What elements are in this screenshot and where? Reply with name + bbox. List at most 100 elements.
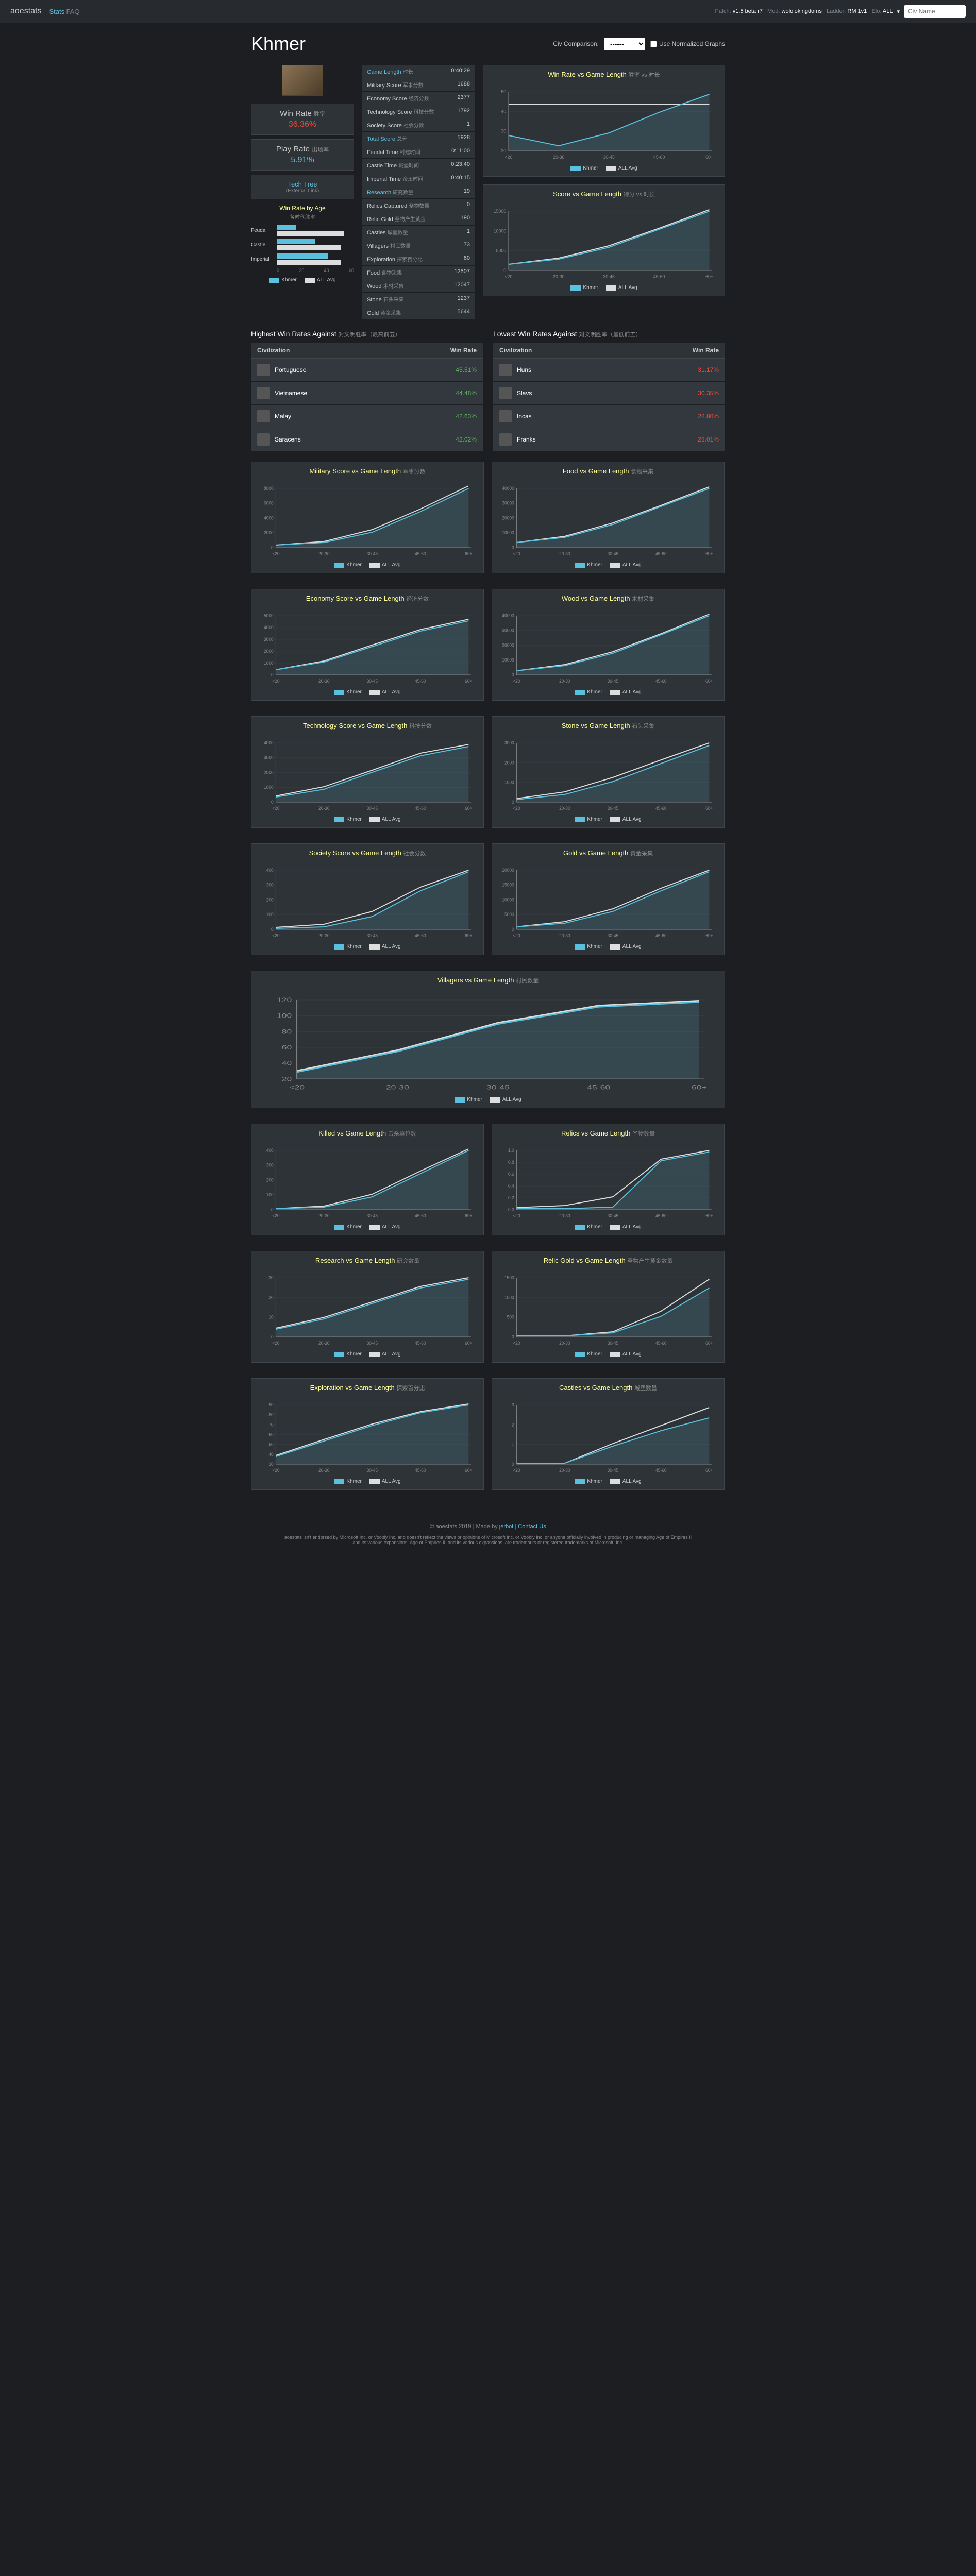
svg-text:10000: 10000 <box>502 897 514 902</box>
svg-text:45-60: 45-60 <box>655 1468 667 1473</box>
svg-text:0.2: 0.2 <box>508 1195 514 1200</box>
svg-text:0: 0 <box>512 1334 514 1340</box>
chart-box: Killed vs Game Length 击杀单位数 010020030040… <box>251 1124 484 1235</box>
svg-text:30: 30 <box>268 1275 274 1280</box>
svg-text:<20: <20 <box>272 551 279 556</box>
svg-text:<20: <20 <box>513 1341 520 1346</box>
stats-row: Stone 石头采集 1237 <box>362 293 475 306</box>
winrate-value: 36.36% <box>257 120 348 129</box>
techtree-box[interactable]: Tech Tree (External Link) <box>251 175 354 199</box>
svg-text:20-30: 20-30 <box>553 155 564 160</box>
svg-text:2: 2 <box>512 1422 514 1427</box>
svg-text:2000: 2000 <box>504 760 514 765</box>
svg-text:1000: 1000 <box>264 660 274 666</box>
chart-box: Military Score vs Game Length 军事分数 02000… <box>251 462 484 573</box>
svg-text:30-45: 30-45 <box>367 806 378 811</box>
svg-text:45-60: 45-60 <box>415 1468 426 1473</box>
civ-icon <box>257 433 270 446</box>
svg-text:15000: 15000 <box>494 209 506 214</box>
svg-text:<20: <20 <box>513 551 520 556</box>
svg-text:30-45: 30-45 <box>608 551 619 556</box>
svg-text:500: 500 <box>507 1314 514 1319</box>
svg-text:40: 40 <box>501 109 506 114</box>
stats-row: Total Score 总分 5928 <box>362 132 475 145</box>
svg-text:30-45: 30-45 <box>608 679 619 684</box>
normalized-checkbox[interactable] <box>650 41 657 47</box>
svg-text:0: 0 <box>271 1334 274 1340</box>
nav-link-stats[interactable]: Stats <box>49 8 64 15</box>
wr-row[interactable]: Incas28.80% <box>493 405 725 428</box>
wr-row[interactable]: Portuguese45.51% <box>251 359 483 382</box>
chart-box: Exploration vs Game Length 探索百分比 3040506… <box>251 1378 484 1490</box>
wr-row[interactable]: Huns31.17% <box>493 359 725 382</box>
chart-box: Villagers vs Game Length 村民数量 2040608010… <box>251 971 725 1108</box>
svg-text:30-45: 30-45 <box>608 933 619 938</box>
wr-row[interactable]: Malay42.63% <box>251 405 483 428</box>
civ-icon <box>257 364 270 376</box>
svg-text:2000: 2000 <box>264 530 274 535</box>
svg-text:0: 0 <box>512 545 514 550</box>
wr-row[interactable]: Franks28.01% <box>493 428 725 451</box>
svg-text:50: 50 <box>268 1442 274 1447</box>
svg-text:400: 400 <box>266 1148 274 1153</box>
svg-text:50: 50 <box>501 89 506 94</box>
svg-text:0.4: 0.4 <box>508 1183 514 1189</box>
svg-text:10000: 10000 <box>494 228 506 233</box>
wr-row[interactable]: Slavs30.35% <box>493 382 725 405</box>
svg-text:30000: 30000 <box>502 628 514 633</box>
stats-row: Exploration 探索百分比 60 <box>362 252 475 266</box>
civ-icon <box>257 410 270 422</box>
svg-text:30-45: 30-45 <box>367 679 378 684</box>
svg-text:60+: 60+ <box>465 1341 472 1346</box>
wr-row[interactable]: Vietnamese44.48% <box>251 382 483 405</box>
civ-icon <box>499 433 512 446</box>
svg-text:0: 0 <box>271 1207 274 1212</box>
svg-text:30: 30 <box>268 1462 274 1467</box>
stats-row: Gold 黄金采集 5644 <box>362 306 475 319</box>
svg-text:400: 400 <box>266 868 274 873</box>
svg-text:45-60: 45-60 <box>415 679 426 684</box>
svg-text:20-30: 20-30 <box>318 551 330 556</box>
stats-row: Feudal Time 封建时间 0:11:00 <box>362 145 475 159</box>
svg-text:60+: 60+ <box>692 1084 707 1091</box>
svg-text:30-45: 30-45 <box>486 1084 510 1091</box>
civ-search-input[interactable] <box>904 5 966 18</box>
brand[interactable]: aoestats <box>10 7 41 16</box>
svg-text:20-30: 20-30 <box>318 1468 330 1473</box>
svg-text:40000: 40000 <box>502 613 514 618</box>
svg-text:30-45: 30-45 <box>603 274 615 279</box>
svg-text:30-45: 30-45 <box>367 1341 378 1346</box>
svg-text:20-30: 20-30 <box>559 679 570 684</box>
chart-box: Economy Score vs Game Length 经济分数 010002… <box>251 589 484 701</box>
svg-text:20-30: 20-30 <box>318 1341 330 1346</box>
svg-text:45-60: 45-60 <box>653 155 665 160</box>
navbar: aoestats Stats FAQ Patch: v1.5 beta r7 M… <box>0 0 976 23</box>
svg-text:5000: 5000 <box>264 613 274 618</box>
stats-row: Research 研究数量 19 <box>362 185 475 199</box>
comparison-select[interactable]: ------ <box>604 38 645 50</box>
normalized-checkbox-label[interactable]: Use Normalized Graphs <box>650 40 725 47</box>
stats-row: Technology Score 科技分数 1792 <box>362 105 475 118</box>
svg-text:45-60: 45-60 <box>415 551 426 556</box>
nav-link-faq[interactable]: FAQ <box>66 8 79 15</box>
svg-text:200: 200 <box>266 1177 274 1182</box>
bar-row: Feudal <box>251 225 354 236</box>
stats-row: Economy Score 经济分数 2377 <box>362 92 475 105</box>
chart-box: Score vs Game Length 得分 vs 时长 0500010000… <box>483 184 725 296</box>
stats-row: Relics Captured 圣物数量 0 <box>362 199 475 212</box>
chart-box: Win Rate vs Game Length 胜率 vs 时长 2030405… <box>483 65 725 177</box>
civ-icon <box>499 364 512 376</box>
wr-row[interactable]: Saracens42.02% <box>251 428 483 451</box>
svg-text:<20: <20 <box>505 274 513 279</box>
svg-text:10000: 10000 <box>502 657 514 663</box>
author-link[interactable]: jerbot <box>499 1523 514 1530</box>
svg-text:4000: 4000 <box>264 740 274 745</box>
stats-row: Imperial Time 帝王时间 0:40:15 <box>362 172 475 185</box>
chart-box: Wood vs Game Length 木材采集 010000200003000… <box>492 589 725 701</box>
svg-text:0.0: 0.0 <box>508 1207 514 1212</box>
svg-text:4000: 4000 <box>264 515 274 520</box>
svg-text:6000: 6000 <box>264 500 274 505</box>
svg-text:60+: 60+ <box>705 155 713 160</box>
contact-link[interactable]: Contact Us <box>518 1523 546 1530</box>
svg-text:80: 80 <box>268 1412 274 1417</box>
